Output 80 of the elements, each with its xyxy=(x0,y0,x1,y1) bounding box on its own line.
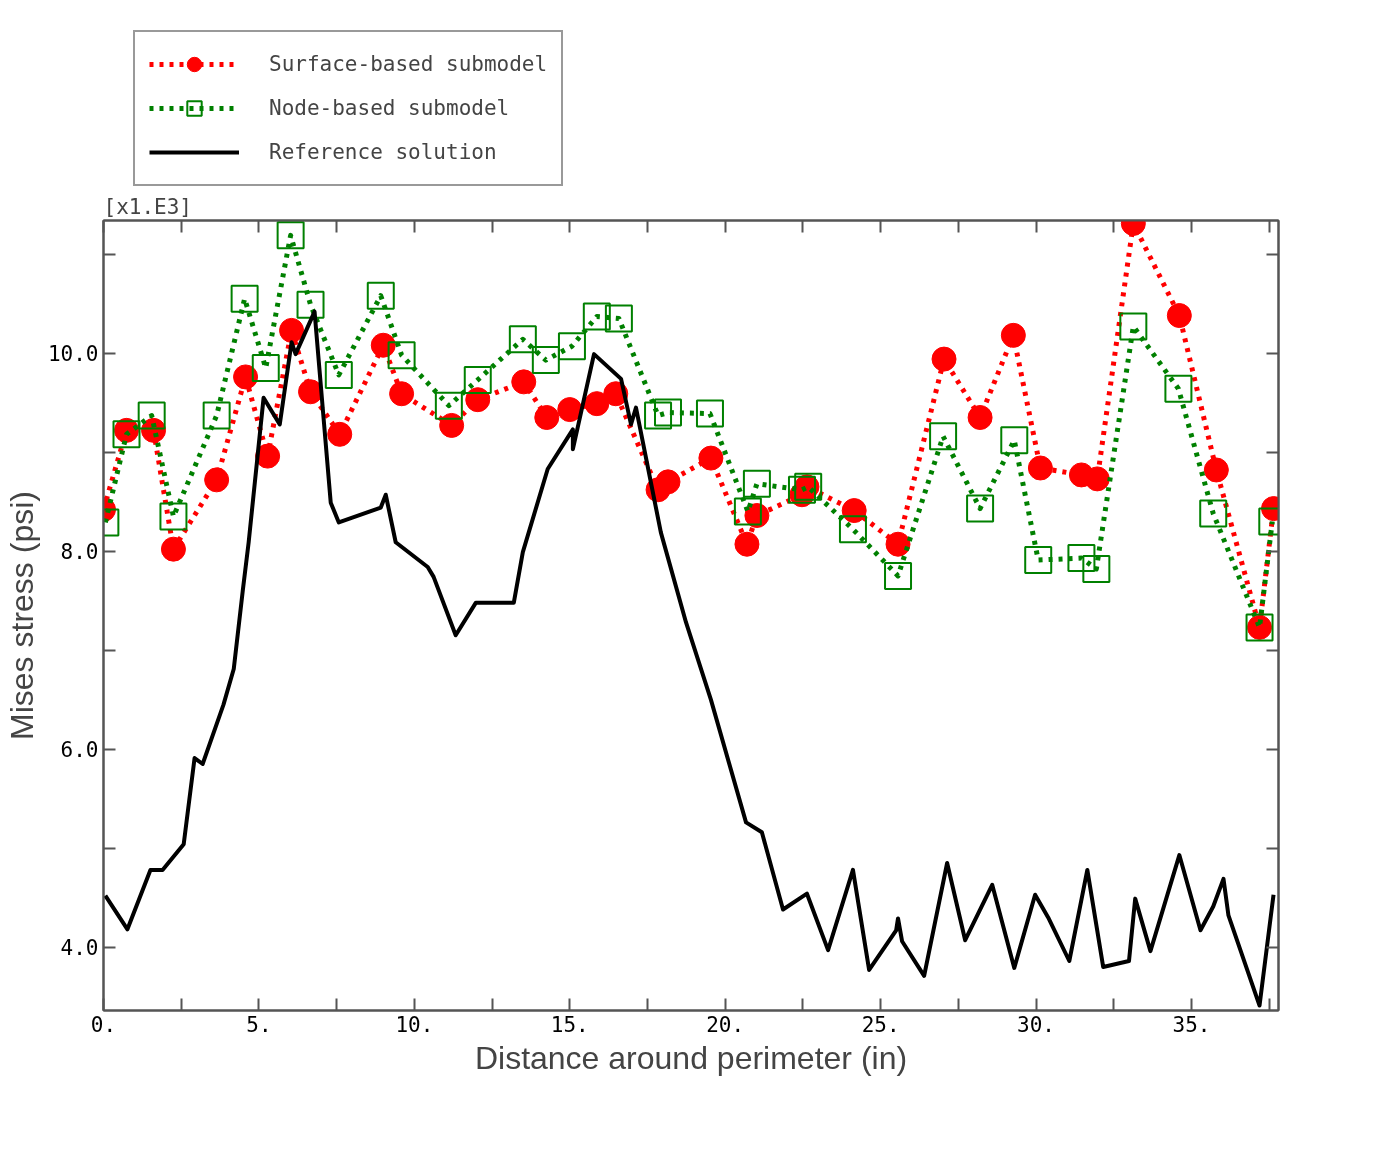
point xyxy=(324,360,353,389)
point xyxy=(584,391,610,417)
x-axis-title: Distance around perimeter (in) xyxy=(474,1039,908,1076)
point xyxy=(511,369,537,395)
point xyxy=(787,475,816,504)
point xyxy=(644,401,673,430)
x-tick-label: 15. xyxy=(550,1012,589,1037)
point xyxy=(733,497,762,526)
point xyxy=(534,405,560,430)
point xyxy=(734,531,760,557)
point xyxy=(389,381,415,407)
point xyxy=(112,420,141,449)
point xyxy=(582,302,611,331)
point xyxy=(434,391,463,420)
y-tick-label: 10.0 xyxy=(47,342,99,367)
point xyxy=(233,364,259,390)
point xyxy=(327,421,353,447)
point xyxy=(1067,544,1096,573)
point xyxy=(204,467,230,493)
point xyxy=(230,284,259,313)
point xyxy=(1000,322,1026,348)
point xyxy=(279,317,305,343)
y-axis-title: Mises stress (psi) xyxy=(3,491,40,740)
point xyxy=(695,399,724,428)
point xyxy=(387,341,416,370)
point xyxy=(1082,554,1111,583)
point xyxy=(255,443,281,469)
point xyxy=(366,281,395,310)
point xyxy=(370,332,396,358)
point xyxy=(463,365,492,394)
point xyxy=(1119,312,1148,341)
x-tick-label: 10. xyxy=(395,1012,434,1037)
point xyxy=(159,502,188,531)
point xyxy=(557,397,583,423)
point xyxy=(742,469,771,498)
point xyxy=(1166,303,1192,329)
x-tick-label: 0. xyxy=(90,1012,117,1037)
point xyxy=(296,290,325,319)
point xyxy=(654,398,682,427)
x-tick-label: 35. xyxy=(1172,1012,1211,1037)
point xyxy=(1203,457,1229,483)
point xyxy=(1084,466,1110,492)
line-series xyxy=(103,309,1276,1008)
point xyxy=(931,346,957,372)
legend-label: Reference solution xyxy=(269,140,497,164)
y-tick-label: 8.0 xyxy=(60,540,99,565)
point xyxy=(557,332,586,361)
point xyxy=(967,405,993,430)
x-tick-label: 5. xyxy=(246,1012,272,1037)
point xyxy=(465,387,491,413)
point xyxy=(885,531,911,557)
point xyxy=(1164,374,1193,403)
point xyxy=(137,401,166,430)
point xyxy=(929,422,958,451)
point xyxy=(251,354,280,383)
point xyxy=(1000,426,1029,455)
point xyxy=(531,346,560,375)
legend-label: Surface-based submodel xyxy=(269,52,548,76)
legend-label: Node-based submodel xyxy=(269,96,510,120)
text: [x1.E3] xyxy=(103,194,193,219)
point xyxy=(160,536,186,562)
point xyxy=(1199,499,1228,528)
y-tick-label: 6.0 xyxy=(60,738,99,763)
point xyxy=(1027,455,1053,481)
point xyxy=(841,498,867,524)
point xyxy=(838,515,867,544)
point xyxy=(604,304,633,333)
point xyxy=(884,561,913,590)
x-tick-label: 25. xyxy=(861,1012,900,1037)
point xyxy=(439,412,465,438)
x-tick-label: 20. xyxy=(706,1012,745,1037)
point xyxy=(276,221,305,250)
point xyxy=(202,401,231,430)
point xyxy=(1024,546,1053,575)
y-tick-label: 4.0 xyxy=(60,936,99,961)
point xyxy=(655,469,681,495)
x-tick-label: 30. xyxy=(1017,1012,1056,1037)
point xyxy=(966,494,995,523)
point xyxy=(698,445,724,471)
point xyxy=(508,325,537,354)
